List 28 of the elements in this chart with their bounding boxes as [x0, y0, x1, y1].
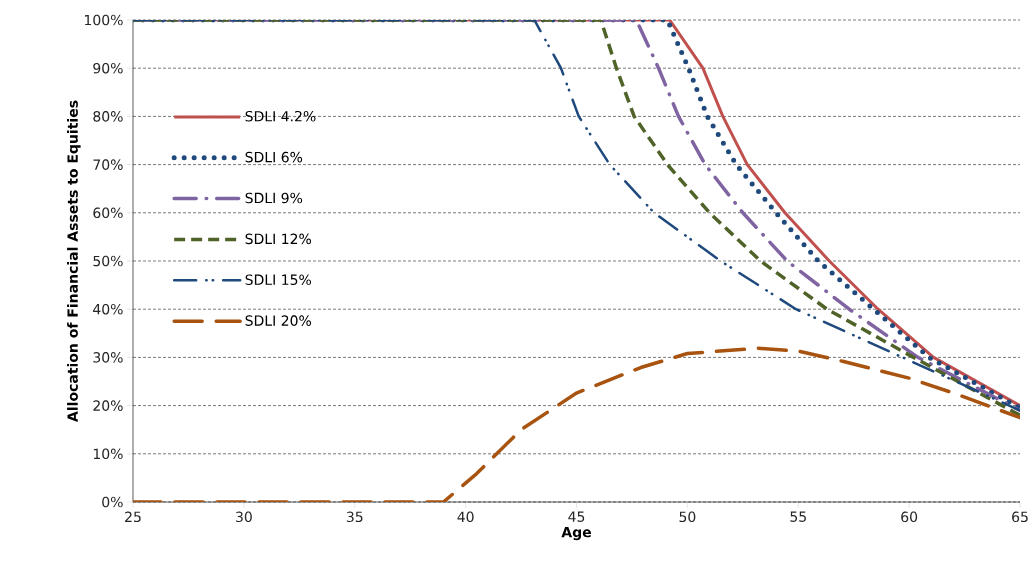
- x-tick-label: 45: [568, 511, 585, 522]
- x-tick-label: 40: [457, 511, 474, 523]
- x-tick-label: 60: [901, 511, 918, 523]
- y-tick-label: 50%: [93, 255, 123, 267]
- y-tick-label: 0%: [102, 496, 123, 508]
- legend-label: SDLI 20%: [245, 315, 312, 326]
- legend-label: SDLI 12%: [245, 233, 312, 245]
- y-tick-label: 80%: [93, 111, 123, 122]
- x-tick-label: 55: [790, 511, 806, 522]
- legend-label: SDLI 15%: [245, 274, 312, 286]
- x-tick-label: 25: [125, 511, 141, 523]
- x-axis-title: Age: [561, 526, 591, 541]
- legend-label: SDLI 6%: [245, 151, 303, 163]
- legend-label: SDLI 9%: [245, 192, 303, 204]
- y-axis-title: Allocation of Financial Assets to Equities: [67, 100, 81, 422]
- y-tick-label: 30%: [93, 352, 123, 363]
- x-tick-label: 30: [236, 511, 252, 523]
- legend-label: SDLI 4.2%: [245, 110, 316, 122]
- x-tick-label: 50: [679, 511, 696, 523]
- x-tick-label: 65: [1012, 511, 1028, 523]
- y-tick-label: 40%: [93, 303, 123, 315]
- x-tick-label: 35: [346, 511, 363, 523]
- y-tick-label: 90%: [93, 62, 123, 74]
- y-tick-label: 20%: [93, 400, 123, 411]
- y-tick-label: 60%: [93, 207, 123, 219]
- y-tick-label: 100%: [84, 14, 123, 26]
- y-tick-label: 70%: [93, 159, 123, 170]
- y-tick-label: 10%: [93, 448, 123, 460]
